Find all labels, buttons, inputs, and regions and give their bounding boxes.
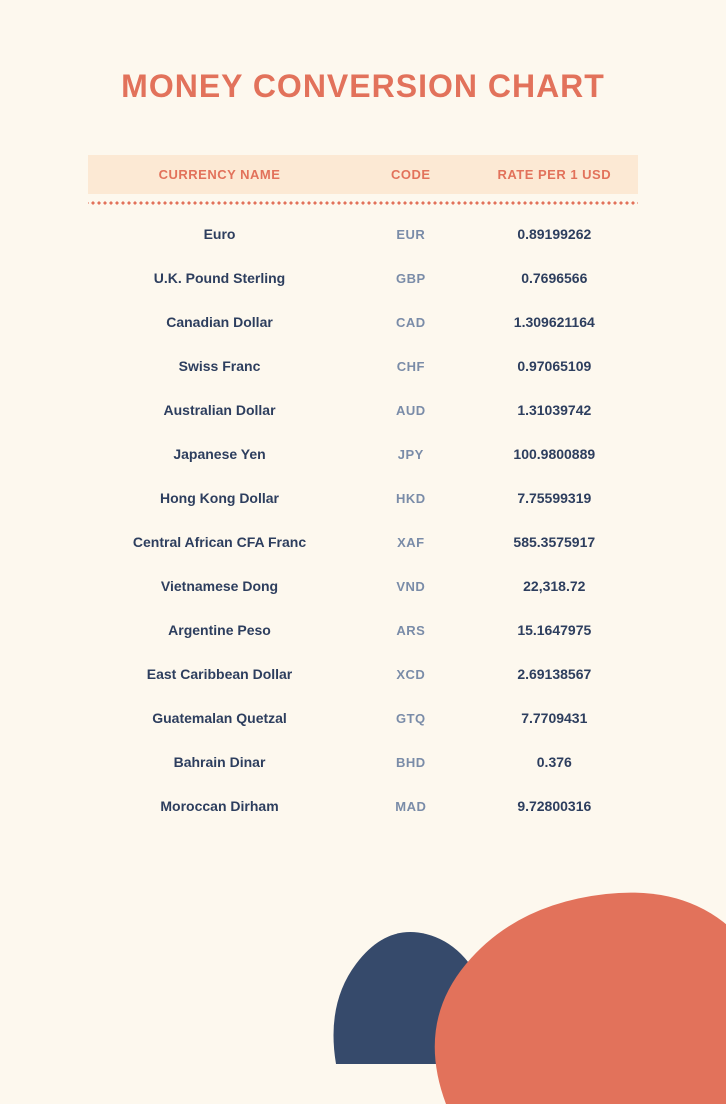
currency-rate: 22,318.72: [471, 578, 638, 594]
currency-rate: 1.309621164: [471, 314, 638, 330]
currency-name: Moroccan Dirham: [88, 798, 351, 814]
currency-name: Swiss Franc: [88, 358, 351, 374]
table-row: Argentine PesoARS15.1647975: [88, 608, 638, 652]
currency-name: Guatemalan Quetzal: [88, 710, 351, 726]
currency-rate: 0.7696566: [471, 270, 638, 286]
table-header-row: CURRENCY NAME CODE RATE PER 1 USD: [88, 155, 638, 194]
currency-name: Argentine Peso: [88, 622, 351, 638]
currency-code: XCD: [351, 667, 471, 682]
currency-rate: 585.3575917: [471, 534, 638, 550]
table-row: Moroccan DirhamMAD9.72800316: [88, 784, 638, 828]
currency-rate: 9.72800316: [471, 798, 638, 814]
table-row: Swiss FrancCHF0.97065109: [88, 344, 638, 388]
conversion-table: CURRENCY NAME CODE RATE PER 1 USD EuroEU…: [88, 155, 638, 828]
header-currency-name: CURRENCY NAME: [88, 167, 351, 182]
currency-code: JPY: [351, 447, 471, 462]
table-row: Australian DollarAUD1.31039742: [88, 388, 638, 432]
currency-rate: 1.31039742: [471, 402, 638, 418]
currency-code: ARS: [351, 623, 471, 638]
currency-name: Hong Kong Dollar: [88, 490, 351, 506]
currency-code: CHF: [351, 359, 471, 374]
currency-code: CAD: [351, 315, 471, 330]
decorative-blob-orange: [406, 824, 726, 1104]
table-body: EuroEUR0.89199262U.K. Pound SterlingGBP0…: [88, 212, 638, 828]
currency-rate: 0.376: [471, 754, 638, 770]
table-row: U.K. Pound SterlingGBP0.7696566: [88, 256, 638, 300]
table-row: Hong Kong DollarHKD7.75599319: [88, 476, 638, 520]
table-row: East Caribbean DollarXCD2.69138567: [88, 652, 638, 696]
currency-name: Canadian Dollar: [88, 314, 351, 330]
table-row: Bahrain DinarBHD0.376: [88, 740, 638, 784]
currency-rate: 15.1647975: [471, 622, 638, 638]
currency-code: VND: [351, 579, 471, 594]
currency-rate: 100.9800889: [471, 446, 638, 462]
table-row: Guatemalan QuetzalGTQ7.7709431: [88, 696, 638, 740]
header-code: CODE: [351, 167, 471, 182]
currency-name: Bahrain Dinar: [88, 754, 351, 770]
currency-rate: 7.7709431: [471, 710, 638, 726]
currency-code: EUR: [351, 227, 471, 242]
currency-code: GBP: [351, 271, 471, 286]
currency-rate: 0.97065109: [471, 358, 638, 374]
currency-name: Australian Dollar: [88, 402, 351, 418]
currency-code: GTQ: [351, 711, 471, 726]
dotted-divider: [88, 200, 638, 206]
currency-code: MAD: [351, 799, 471, 814]
currency-rate: 2.69138567: [471, 666, 638, 682]
table-row: Japanese YenJPY100.9800889: [88, 432, 638, 476]
currency-name: U.K. Pound Sterling: [88, 270, 351, 286]
table-row: EuroEUR0.89199262: [88, 212, 638, 256]
table-row: Vietnamese DongVND22,318.72: [88, 564, 638, 608]
currency-rate: 0.89199262: [471, 226, 638, 242]
currency-code: XAF: [351, 535, 471, 550]
currency-code: HKD: [351, 491, 471, 506]
page-title: MONEY CONVERSION CHART: [0, 0, 726, 155]
currency-name: Euro: [88, 226, 351, 242]
table-row: Central African CFA FrancXAF585.3575917: [88, 520, 638, 564]
currency-name: Japanese Yen: [88, 446, 351, 462]
currency-name: Vietnamese Dong: [88, 578, 351, 594]
currency-code: BHD: [351, 755, 471, 770]
currency-code: AUD: [351, 403, 471, 418]
table-row: Canadian DollarCAD1.309621164: [88, 300, 638, 344]
currency-name: Central African CFA Franc: [88, 534, 351, 550]
currency-name: East Caribbean Dollar: [88, 666, 351, 682]
header-rate: RATE PER 1 USD: [471, 167, 638, 182]
currency-rate: 7.75599319: [471, 490, 638, 506]
